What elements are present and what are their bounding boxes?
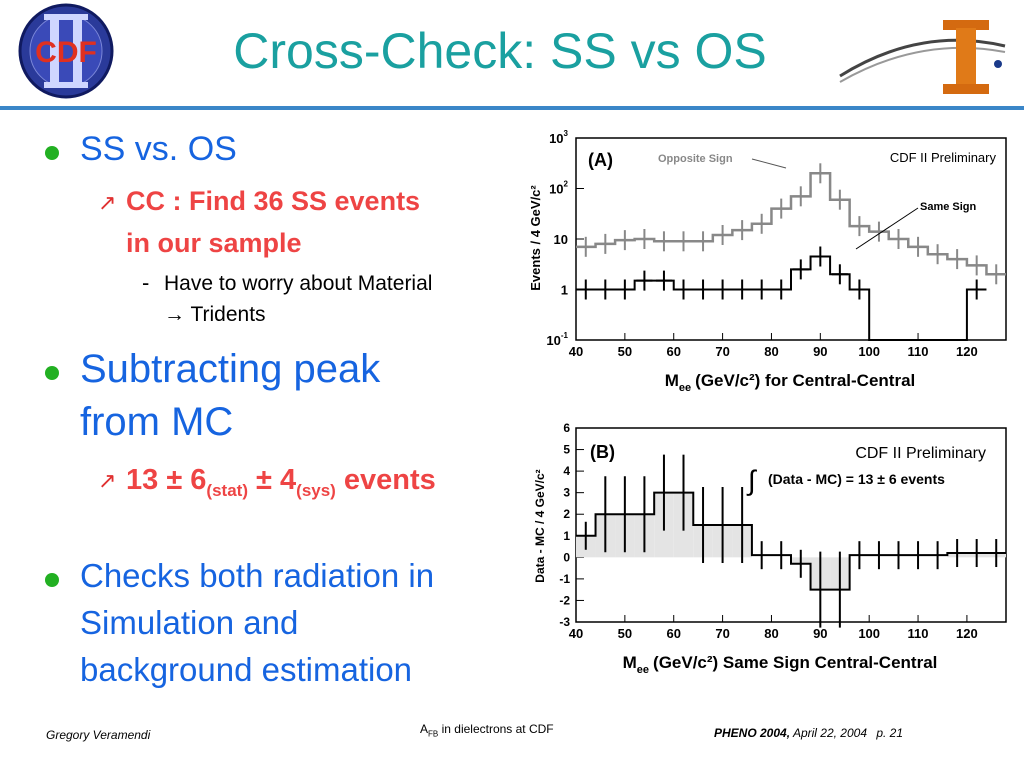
slide-title: Cross-Check: SS vs OS xyxy=(233,23,767,79)
arrow-bullet-icon: ↗ xyxy=(98,468,117,493)
chart-b-xtick-label: 90 xyxy=(813,626,827,641)
result-value: 13 ± 6 xyxy=(126,464,207,496)
chart-b-ytick-label: 3 xyxy=(563,486,570,500)
chart-b-ytick-label: 2 xyxy=(563,507,570,521)
footer-center-rest: in dielectrons at CDF xyxy=(441,722,554,736)
chart-a-xlabel: Mee (GeV/c²) for Central-Central xyxy=(665,371,916,394)
chart-a-xtick-label: 120 xyxy=(956,344,978,359)
chart-a-xlabel-sub: ee xyxy=(679,382,691,394)
chart-a-ytick-label: 102 xyxy=(549,180,568,197)
chart-b-xlabel: Mee (GeV/c²) Same Sign Central-Central xyxy=(623,653,938,676)
dash-bullet: - xyxy=(142,270,150,295)
cdf-logo-text: CDF xyxy=(35,36,97,69)
chart-a-annotation-os: Opposite Sign xyxy=(658,153,733,165)
fermilab-logo xyxy=(839,20,1006,94)
footer-center: AFB in dielectrons at CDF xyxy=(420,722,554,738)
chart-b: 40 50 60 70 80 90 100 110 120 6 5 4 3 2 1 0 -1 -2 -3 (B) C… xyxy=(533,421,1007,676)
chart-b-panel-label: (B) xyxy=(590,442,615,462)
bullet-2-line2: from MC xyxy=(80,400,234,444)
chart-b-xtick-label: 40 xyxy=(569,626,583,641)
bullet-1-subsub-line2: → Tridents xyxy=(164,303,266,326)
footer-author: Gregory Veramendi xyxy=(46,728,151,742)
footer-date: April 22, 2004 xyxy=(792,726,867,740)
chart-b-xtick-label: 110 xyxy=(908,626,929,641)
footer-center-sub: FB xyxy=(428,729,439,739)
chart-b-integral-symbol: ∫ xyxy=(746,465,758,496)
result-tail: events xyxy=(343,464,436,496)
bullet-1-subsub-line1: Have to worry about Material xyxy=(164,272,433,295)
chart-b-xtick-label: 70 xyxy=(715,626,729,641)
chart-b-series-line xyxy=(576,491,1006,591)
chart-b-ytick-label: 4 xyxy=(563,464,570,478)
chart-a-xtick-label: 100 xyxy=(858,344,880,359)
bullet-1-sub-line1: CC : Find 36 SS events xyxy=(126,186,421,216)
bullet-1-text: SS vs. OS xyxy=(80,130,237,168)
cdf-logo: CDF xyxy=(18,3,114,99)
result-stat: (stat) xyxy=(206,480,248,500)
bullet-dot xyxy=(45,573,59,587)
chart-a-xlabel-main: M xyxy=(665,371,679,390)
bullet-dot xyxy=(45,366,59,380)
chart-b-xtick-label: 100 xyxy=(858,626,880,641)
chart-b-annotation: (Data - MC) = 13 ± 6 events xyxy=(768,471,945,487)
chart-a-xtick-label: 90 xyxy=(813,344,827,359)
chart-b-ytick-label: -3 xyxy=(559,615,570,629)
chart-b-ytick-label: 1 xyxy=(563,529,570,543)
chart-a-frame xyxy=(575,137,1007,341)
chart-a-panel-label: (A) xyxy=(588,150,613,170)
chart-a-xtick-label: 80 xyxy=(764,344,778,359)
chart-b-xtick-label: 80 xyxy=(764,626,778,641)
chart-a-prelim: CDF II Preliminary xyxy=(890,150,997,165)
chart-b-ytick-label: -1 xyxy=(559,572,570,586)
chart-a-ytick-label: 103 xyxy=(549,129,568,146)
chart-b-ytick-label: 0 xyxy=(563,550,570,564)
chart-a-xtick-label: 110 xyxy=(908,344,929,359)
chart-b-xlabel-sub: ee xyxy=(637,664,649,676)
chart-a-ylabel: Events / 4 GeV/c² xyxy=(528,185,543,291)
footer-page: p. 21 xyxy=(876,726,904,740)
chart-a-xtick-label: 70 xyxy=(715,344,729,359)
chart-b-xlabel-main: M xyxy=(623,653,637,672)
result-sys: (sys) xyxy=(296,480,336,500)
footer-right: PHENO 2004, April 22, 2004 p. 21 xyxy=(714,726,903,740)
chart-a-ytick-label: 10-1 xyxy=(546,331,568,348)
chart-a-annotation-ss: Same Sign xyxy=(920,201,977,213)
title-divider xyxy=(0,106,1024,110)
chart-a-xtick-label: 50 xyxy=(618,344,632,359)
footer-conf: PHENO 2004, xyxy=(714,726,791,740)
bullet-dot xyxy=(45,146,59,160)
chart-a-ytick-label: 1 xyxy=(561,283,568,298)
chart-a-arrow-ss xyxy=(855,207,919,250)
chart-b-xtick-label: 50 xyxy=(618,626,632,641)
result-mid: ± 4 xyxy=(256,464,297,496)
chart-b-xtick-label: 120 xyxy=(956,626,978,641)
chart-b-prelim: CDF II Preliminary xyxy=(855,445,986,462)
chart-b-ylabel: Data - MC / 4 GeV/c² xyxy=(533,469,547,582)
bullet-3-line3: background estimation xyxy=(80,651,413,688)
chart-b-xlabel-rest: (GeV/c²) Same Sign Central-Central xyxy=(653,653,937,672)
chart-b-xtick-label: 60 xyxy=(666,626,680,641)
bullet-3-line2: Simulation and xyxy=(80,604,299,641)
chart-b-ytick-label: 6 xyxy=(563,421,570,435)
chart-a-xlabel-rest: (GeV/c²) for Central-Central xyxy=(695,371,915,390)
chart-a-xtick-label: 40 xyxy=(569,344,583,359)
bullet-2-result: 13 ± 6(stat) ± 4(sys) events xyxy=(126,464,436,501)
footer-center-main: A xyxy=(420,722,429,736)
arrow-bullet-icon: ↗ xyxy=(98,190,117,215)
chart-a-ytick-label: 10 xyxy=(554,232,568,247)
bullet-3-line1: Checks both radiation in xyxy=(80,557,435,594)
chart-a-arrow-os xyxy=(751,158,787,169)
chart-b-ytick-label: 5 xyxy=(563,443,570,457)
chart-a-xtick-label: 60 xyxy=(666,344,680,359)
bullet-2-line1: Subtracting peak xyxy=(80,347,381,391)
bullet-1-sub-line2: in our sample xyxy=(126,228,302,258)
chart-b-ytick-label: -2 xyxy=(559,593,570,607)
